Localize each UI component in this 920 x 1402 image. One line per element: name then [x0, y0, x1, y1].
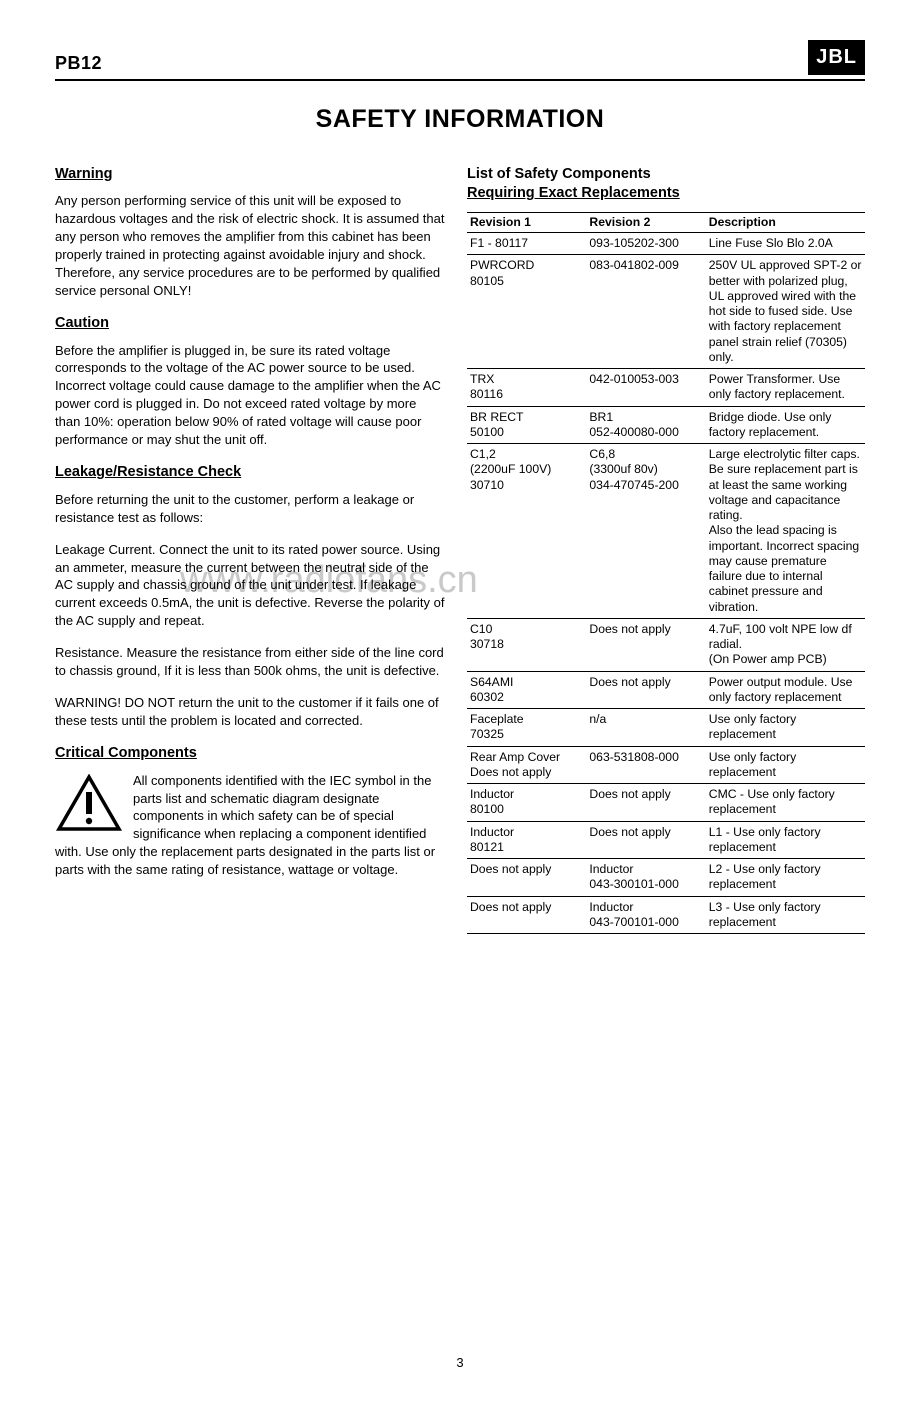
table-cell: Does not apply	[467, 859, 586, 897]
table-row: F1 - 80117093-105202-300Line Fuse Slo Bl…	[467, 233, 865, 255]
table-cell: 042-010053-003	[586, 369, 705, 407]
table-cell: PWRCORD80105	[467, 255, 586, 369]
leakage-paragraph-3: Resistance. Measure the resistance from …	[55, 644, 445, 680]
components-heading: List of Safety Components Requiring Exac…	[467, 165, 865, 204]
table-row: Does not applyInductor043-300101-000L2 -…	[467, 859, 865, 897]
model-label: PB12	[55, 51, 102, 75]
table-cell: TRX80116	[467, 369, 586, 407]
table-cell: 250V UL approved SPT-2 or better with po…	[706, 255, 865, 369]
table-row: TRX80116042-010053-003Power Transformer.…	[467, 369, 865, 407]
table-header-rev1: Revision 1	[467, 212, 586, 232]
table-header-desc: Description	[706, 212, 865, 232]
table-cell: Faceplate70325	[467, 709, 586, 747]
table-cell: Use only factory replacement	[706, 746, 865, 784]
table-row: C1030718Does not apply4.7uF, 100 volt NP…	[467, 618, 865, 671]
leakage-paragraph-2: Leakage Current. Connect the unit to its…	[55, 541, 445, 631]
table-cell: BR1052-400080-000	[586, 406, 705, 444]
table-cell: Does not apply	[586, 821, 705, 859]
table-cell: Does not apply	[586, 671, 705, 709]
warning-paragraph: Any person performing service of this un…	[55, 192, 445, 300]
leakage-paragraph-4: WARNING! DO NOT return the unit to the c…	[55, 694, 445, 730]
table-cell: C1,2(2200uF 100V)30710	[467, 444, 586, 619]
table-cell: L1 - Use only factory replacement	[706, 821, 865, 859]
table-cell: Rear Amp CoverDoes not apply	[467, 746, 586, 784]
leakage-paragraph-1: Before returning the unit to the custome…	[55, 491, 445, 527]
table-cell: BR RECT50100	[467, 406, 586, 444]
table-row: S64AMI60302Does not applyPower output mo…	[467, 671, 865, 709]
table-header-row: Revision 1 Revision 2 Description	[467, 212, 865, 232]
table-cell: C1030718	[467, 618, 586, 671]
warning-heading: Warning	[55, 165, 445, 185]
right-column: List of Safety Components Requiring Exac…	[467, 165, 865, 934]
components-heading-line2: Requiring Exact Replacements	[467, 185, 680, 201]
table-cell: Use only factory replacement	[706, 709, 865, 747]
table-row: Inductor80100Does not applyCMC - Use onl…	[467, 784, 865, 822]
table-cell: 093-105202-300	[586, 233, 705, 255]
table-cell: Inductor043-700101-000	[586, 896, 705, 934]
table-cell: Inductor043-300101-000	[586, 859, 705, 897]
table-header-rev2: Revision 2	[586, 212, 705, 232]
left-column: Warning Any person performing service of…	[55, 165, 445, 934]
table-cell: L2 - Use only factory replacement	[706, 859, 865, 897]
table-row: C1,2(2200uF 100V)30710C6,8(3300uf 80v)03…	[467, 444, 865, 619]
page-number: 3	[55, 1354, 865, 1372]
caution-paragraph: Before the amplifier is plugged in, be s…	[55, 342, 445, 450]
table-cell: S64AMI60302	[467, 671, 586, 709]
leakage-heading: Leakage/Resistance Check	[55, 463, 445, 483]
table-cell: Line Fuse Slo Blo 2.0A	[706, 233, 865, 255]
table-cell: 083-041802-009	[586, 255, 705, 369]
table-cell: C6,8(3300uf 80v)034-470745-200	[586, 444, 705, 619]
warning-triangle-icon	[55, 774, 123, 834]
table-cell: F1 - 80117	[467, 233, 586, 255]
table-cell: Bridge diode. Use only factory replaceme…	[706, 406, 865, 444]
table-cell: 063-531808-000	[586, 746, 705, 784]
components-heading-line1: List of Safety Components	[467, 166, 651, 182]
table-row: Faceplate70325n/aUse only factory replac…	[467, 709, 865, 747]
table-cell: 4.7uF, 100 volt NPE low df radial.(On Po…	[706, 618, 865, 671]
table-cell: Power output module. Use only factory re…	[706, 671, 865, 709]
table-row: Inductor80121Does not applyL1 - Use only…	[467, 821, 865, 859]
table-cell: Power Transformer. Use only factory repl…	[706, 369, 865, 407]
table-row: BR RECT50100BR1052-400080-000Bridge diod…	[467, 406, 865, 444]
table-cell: Inductor80121	[467, 821, 586, 859]
table-cell: n/a	[586, 709, 705, 747]
critical-heading: Critical Components	[55, 744, 445, 764]
table-cell: CMC - Use only factory replacement	[706, 784, 865, 822]
table-row: PWRCORD80105083-041802-009250V UL approv…	[467, 255, 865, 369]
table-cell: Does not apply	[586, 618, 705, 671]
table-row: Does not applyInductor043-700101-000L3 -…	[467, 896, 865, 934]
table-row: Rear Amp CoverDoes not apply063-531808-0…	[467, 746, 865, 784]
table-cell: Large electrolytic filter caps. Be sure …	[706, 444, 865, 619]
page-title: SAFETY INFORMATION	[55, 103, 865, 137]
table-cell: Does not apply	[586, 784, 705, 822]
table-cell: L3 - Use only factory replacement	[706, 896, 865, 934]
table-cell: Inductor80100	[467, 784, 586, 822]
page-header: PB12 JBL	[55, 40, 865, 81]
safety-components-table: Revision 1 Revision 2 Description F1 - 8…	[467, 212, 865, 934]
brand-logo: JBL	[808, 40, 865, 75]
table-cell: Does not apply	[467, 896, 586, 934]
caution-heading: Caution	[55, 314, 445, 334]
